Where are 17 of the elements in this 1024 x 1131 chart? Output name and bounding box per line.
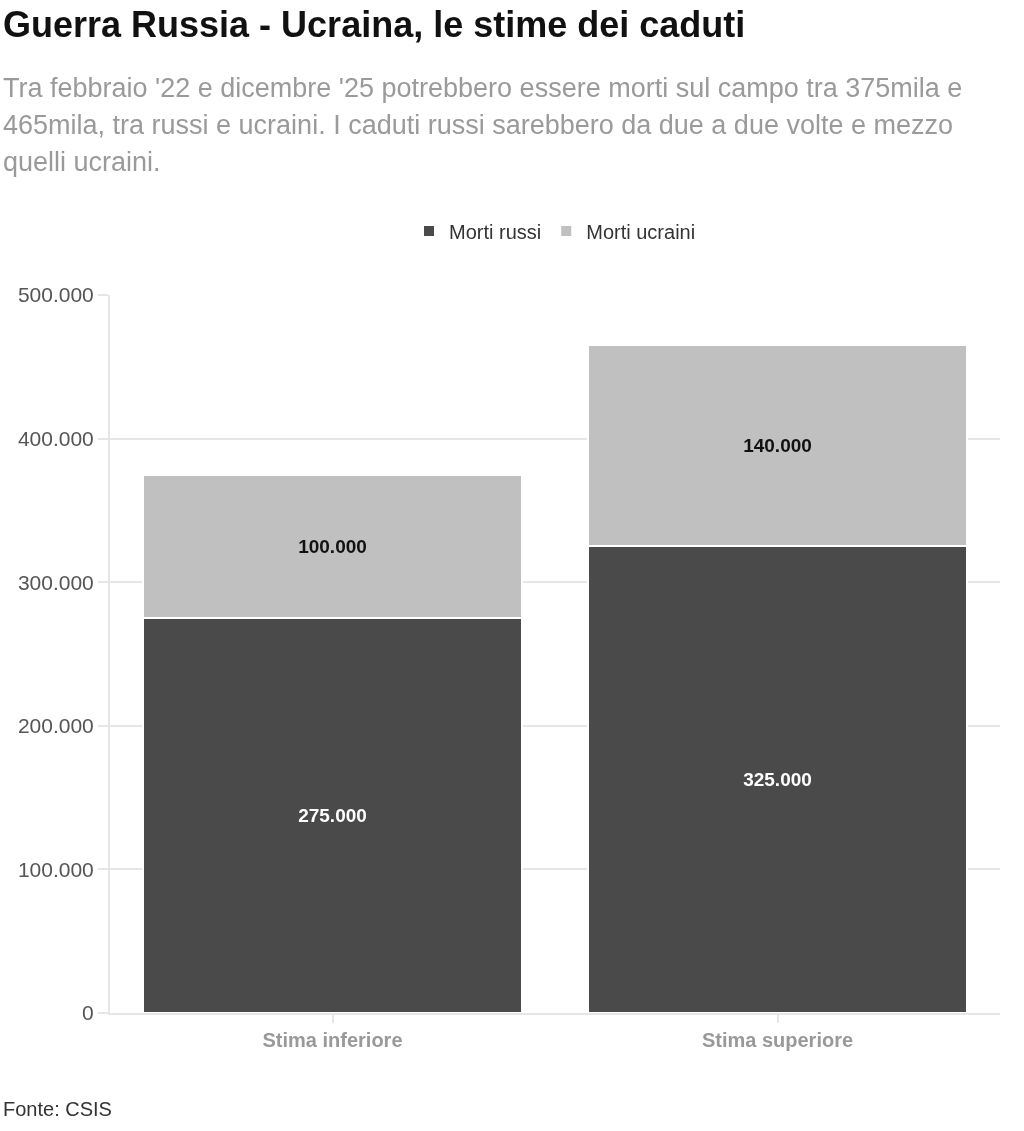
x-tick-label: Stima superiore bbox=[701, 1029, 854, 1051]
data-label: 275.000 bbox=[298, 805, 367, 827]
legend-label: Morti ucraini bbox=[586, 220, 696, 243]
y-tick-label: 500.000 bbox=[17, 283, 94, 307]
y-tick-label: 200.000 bbox=[17, 714, 94, 738]
data-label: 325.000 bbox=[743, 769, 812, 791]
source-note: Fonte: CSIS bbox=[3, 1098, 112, 1121]
x-tick-label: Stima inferiore bbox=[262, 1029, 403, 1051]
y-tick-label: 300.000 bbox=[17, 570, 94, 594]
data-label: 140.000 bbox=[743, 435, 812, 457]
chart-title: Guerra Russia - Ucraina, le stime dei caduti bbox=[3, 4, 746, 46]
data-label: 100.000 bbox=[298, 535, 367, 557]
y-tick-label: 400.000 bbox=[17, 426, 94, 450]
legend-label: Morti russi bbox=[449, 220, 542, 243]
y-tick-label: 0 bbox=[82, 1001, 94, 1025]
y-tick-label: 100.000 bbox=[17, 857, 94, 881]
chart-subtitle: Tra febbraio '22 e dicembre '25 potrebbero essere morti sul campo tra 375mila e 465mila, tra russi e ucraini. I caduti russi sarebbero da due a due volte e mezzo quelli ucraini. bbox=[3, 72, 964, 179]
